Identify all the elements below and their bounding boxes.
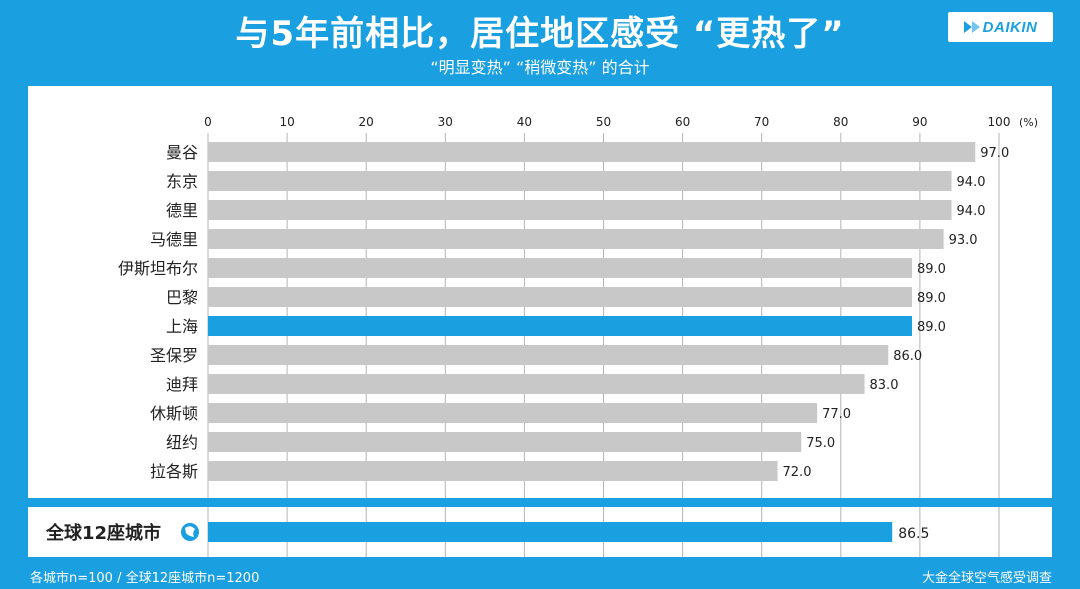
value-label: 89.0 bbox=[917, 291, 946, 306]
value-label: 77.0 bbox=[822, 407, 851, 422]
tick-label: 10 bbox=[279, 115, 294, 129]
bar bbox=[208, 229, 944, 249]
tick-label: 80 bbox=[833, 115, 848, 129]
total-value-label: 86.5 bbox=[898, 526, 929, 542]
bar bbox=[208, 345, 889, 365]
category-label: 曼谷 bbox=[166, 143, 198, 162]
category-label: 巴黎 bbox=[166, 288, 198, 307]
tick-label: 0 bbox=[204, 115, 212, 129]
tick-label: 70 bbox=[754, 115, 769, 129]
page-title: 与5年前相比，居住地区感受 “更热了” bbox=[235, 14, 845, 54]
daikin-logo-icon bbox=[963, 21, 980, 33]
category-label: 上海 bbox=[166, 317, 198, 336]
bar bbox=[208, 432, 802, 452]
value-label: 86.0 bbox=[893, 349, 922, 364]
category-label: 东京 bbox=[166, 172, 198, 191]
category-label: 纽约 bbox=[166, 433, 198, 452]
bar bbox=[208, 171, 952, 191]
tick-label: 100 bbox=[988, 115, 1011, 129]
value-label: 94.0 bbox=[957, 204, 986, 219]
page-subtitle: “明显变热” “稍微变热” 的合计 bbox=[430, 58, 650, 77]
daikin-logo: DAIKIN bbox=[948, 12, 1053, 42]
value-label: 83.0 bbox=[870, 378, 899, 393]
tick-label: 30 bbox=[438, 115, 453, 129]
bar bbox=[208, 258, 912, 278]
bar bbox=[208, 142, 976, 162]
category-label: 拉各斯 bbox=[150, 462, 198, 481]
bar bbox=[208, 200, 952, 220]
source-note: 大金全球空气感受调查 bbox=[921, 571, 1052, 586]
sample-size-note: 各城市n=100 / 全球12座城市n=1200 bbox=[30, 571, 260, 586]
logo-text: DAIKIN bbox=[982, 18, 1038, 36]
total-bar bbox=[208, 522, 893, 542]
value-label: 89.0 bbox=[917, 320, 946, 335]
tick-label: 40 bbox=[517, 115, 532, 129]
bar bbox=[208, 403, 818, 423]
value-label: 93.0 bbox=[949, 233, 978, 248]
bar bbox=[208, 316, 912, 336]
bar bbox=[208, 374, 865, 394]
globe-icon-land bbox=[185, 526, 195, 537]
total-label: 全球12座城市 bbox=[45, 522, 161, 544]
value-label: 97.0 bbox=[980, 146, 1009, 161]
category-label: 马德里 bbox=[150, 230, 198, 249]
value-label: 72.0 bbox=[783, 465, 812, 480]
tick-label: 90 bbox=[912, 115, 927, 129]
bar bbox=[208, 461, 778, 481]
value-label: 75.0 bbox=[806, 436, 835, 451]
value-label: 94.0 bbox=[957, 175, 986, 190]
category-label: 圣保罗 bbox=[150, 346, 198, 365]
category-label: 迪拜 bbox=[166, 375, 198, 394]
tick-label: 20 bbox=[359, 115, 374, 129]
category-label: 休斯顿 bbox=[150, 404, 198, 423]
value-label: 89.0 bbox=[917, 262, 946, 277]
unit-label: (%) bbox=[1019, 116, 1038, 129]
category-label: 伊斯坦布尔 bbox=[118, 259, 198, 278]
bar bbox=[208, 287, 912, 307]
category-label: 德里 bbox=[166, 201, 198, 220]
tick-label: 60 bbox=[675, 115, 690, 129]
tick-label: 50 bbox=[596, 115, 611, 129]
